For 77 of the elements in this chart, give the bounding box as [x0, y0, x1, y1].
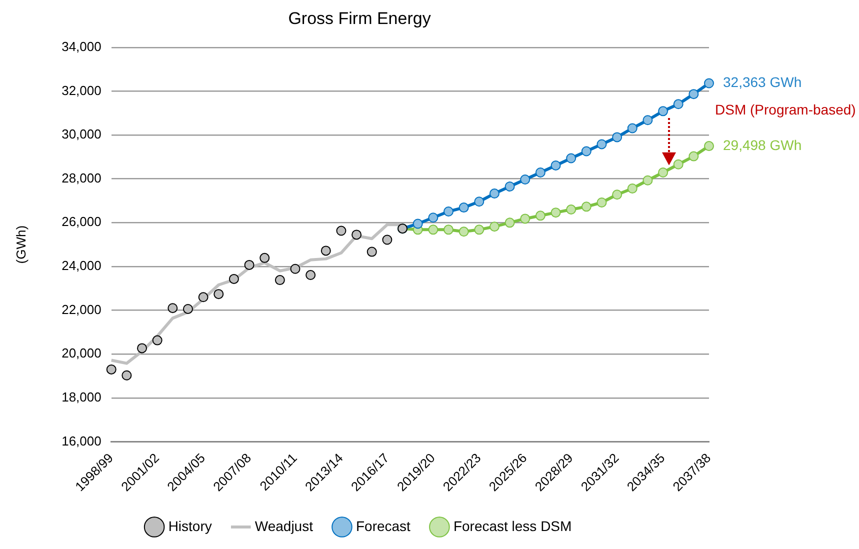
point: [244, 260, 254, 270]
point: [520, 174, 530, 185]
point: [106, 364, 116, 374]
point: [535, 167, 546, 178]
point: [596, 198, 607, 208]
point: [122, 370, 132, 380]
point: [320, 246, 331, 256]
point: [642, 115, 653, 126]
point: [688, 151, 699, 162]
point: [550, 208, 561, 218]
y-axis-title: (GWh): [13, 225, 28, 264]
point: [658, 167, 668, 178]
point: [688, 89, 699, 100]
point: [489, 188, 500, 199]
point: [673, 99, 684, 110]
point: [443, 224, 454, 235]
point: [627, 183, 638, 194]
legend-label: Weadjust: [254, 518, 314, 534]
point: [214, 289, 224, 300]
point: [198, 292, 208, 302]
point: [474, 196, 484, 207]
y-tick-label: 24,000: [62, 258, 102, 274]
y-tick-label: 22,000: [62, 302, 102, 317]
annotation: 29,498 GWh: [723, 136, 802, 153]
point: [566, 204, 576, 215]
point: [474, 224, 484, 235]
point: [535, 210, 546, 221]
point: [382, 234, 392, 245]
point: [704, 141, 714, 152]
y-tick-label: 28,000: [62, 170, 102, 186]
point: [627, 123, 638, 134]
point: [228, 274, 239, 284]
point: [658, 106, 668, 116]
legend-label: Forecast less DSM: [453, 518, 572, 534]
point: [428, 212, 438, 223]
y-tick-label: 16,000: [62, 433, 102, 448]
point: [168, 303, 178, 314]
point: [596, 139, 607, 150]
y-tick-label: 20,000: [62, 346, 102, 361]
point: [458, 202, 469, 213]
point: [182, 304, 193, 314]
point: [612, 190, 622, 200]
legend-label: Forecast: [356, 518, 411, 534]
y-tick-label: 32,000: [62, 82, 102, 98]
point: [352, 230, 362, 240]
point: [137, 343, 148, 354]
y-tick-label: 34,000: [62, 38, 102, 54]
point: [504, 182, 515, 192]
point: [673, 159, 684, 170]
text: DSM (Program-based): [715, 102, 856, 118]
point: [581, 202, 592, 212]
annotation: 32,363 GWh: [723, 74, 802, 90]
point: [566, 153, 576, 164]
point: [612, 132, 622, 142]
y-tick-label: 18,000: [62, 390, 102, 405]
y-tick-label: 26,000: [62, 214, 102, 230]
legend-label: History: [168, 518, 212, 534]
point: [428, 224, 438, 235]
point: [642, 175, 653, 186]
point: [152, 335, 162, 346]
point: [520, 214, 530, 224]
point: [504, 218, 515, 228]
point: [366, 246, 377, 257]
point: [550, 160, 561, 170]
point: [458, 226, 469, 237]
point: [306, 270, 316, 280]
point: [260, 252, 270, 263]
point: [412, 218, 423, 229]
point: [274, 275, 285, 286]
point: [443, 206, 454, 216]
chart-title: Gross Firm Energy: [288, 8, 432, 28]
point: [489, 222, 500, 232]
y-tick-label: 30,000: [62, 126, 102, 142]
point: [336, 226, 346, 236]
point: [290, 264, 300, 274]
point: [704, 78, 714, 88]
point: [581, 146, 592, 156]
